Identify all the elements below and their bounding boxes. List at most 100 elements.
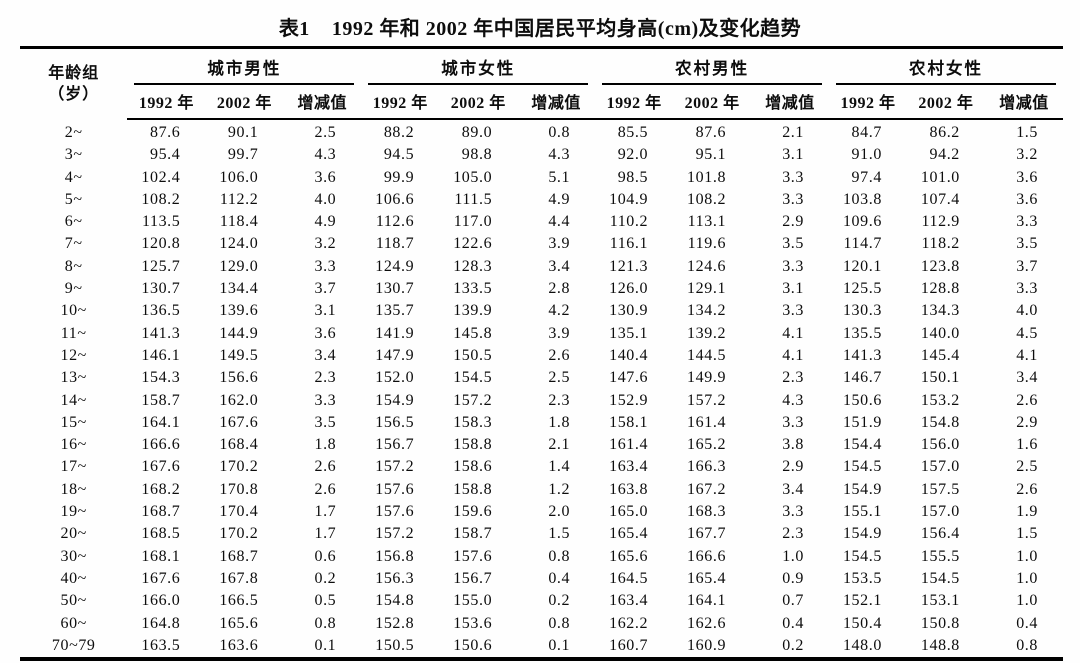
value-cell: 157.2 <box>687 391 727 409</box>
value-cell: 0.4 <box>548 569 571 587</box>
value-cell: 3.1 <box>782 280 804 298</box>
value-cell: 0.1 <box>548 636 571 654</box>
value-cell: 156.3 <box>375 569 415 587</box>
value-cell: 0.8 <box>1016 636 1038 654</box>
value-cell: 3.3 <box>1016 213 1038 231</box>
value-cell: 98.5 <box>617 168 649 186</box>
value-cell: 2.6 <box>314 458 337 476</box>
value-cell: 156.5 <box>375 413 415 431</box>
value-cell: 118.2 <box>921 235 960 253</box>
value-cell: 3.7 <box>314 280 337 298</box>
value-cell: 87.6 <box>695 124 727 141</box>
value-cell: 4.3 <box>548 146 571 164</box>
age-cell: 40~ <box>60 569 87 587</box>
value-cell: 157.6 <box>375 503 415 521</box>
value-cell: 152.1 <box>842 592 882 610</box>
value-cell: 3.6 <box>314 324 337 342</box>
value-cell: 3.4 <box>314 346 337 364</box>
value-cell: 3.1 <box>782 146 804 164</box>
value-cell: 111.5 <box>454 190 493 208</box>
value-cell: 149.9 <box>687 369 727 387</box>
value-cell: 150.8 <box>920 614 960 632</box>
value-cell: 4.3 <box>782 391 804 409</box>
value-cell: 168.1 <box>141 547 181 565</box>
value-cell: 106.0 <box>219 168 259 186</box>
value-cell: 163.6 <box>219 636 259 654</box>
value-cell: 160.9 <box>687 636 727 654</box>
value-cell: 1.0 <box>1016 592 1038 610</box>
table-row: 8~ 125.7 129.0 3.3 124.9 128.3 3.4 121.3 124.6 3.… <box>20 256 1063 278</box>
value-cell: 167.2 <box>687 480 727 498</box>
value-cell: 149.5 <box>219 346 259 364</box>
value-cell: 1.6 <box>1016 436 1038 454</box>
value-cell: 135.7 <box>375 302 415 320</box>
value-cell: 168.7 <box>141 503 181 521</box>
table-row: 7~ 120.8 124.0 3.2 118.7 122.6 3.9 116.1 119.6 3.… <box>20 233 1063 255</box>
value-cell: 154.4 <box>842 436 882 454</box>
value-cell: 155.5 <box>920 547 960 565</box>
value-cell: 3.5 <box>782 235 804 253</box>
table-row: 3~ 95.4 99.7 4.3 94.5 98.8 4.3 92.0 95.1 3.1 91.0 9… <box>20 144 1063 166</box>
value-cell: 152.9 <box>609 391 649 409</box>
value-cell: 122.6 <box>453 235 493 253</box>
table-row: 17~ 167.6 170.2 2.6 157.2 158.6 1.4 163.4 166.3 2… <box>20 456 1063 478</box>
value-cell: 124.0 <box>219 235 259 253</box>
age-cell: 70~79 <box>51 636 96 654</box>
value-cell: 3.8 <box>782 436 804 454</box>
value-cell: 168.3 <box>687 503 727 521</box>
value-cell: 103.8 <box>842 190 882 208</box>
value-cell: 1.8 <box>314 436 337 454</box>
value-cell: 89.0 <box>461 124 493 141</box>
table-row: 20~ 168.5 170.2 1.7 157.2 158.7 1.5 165.4 167.7 2… <box>20 523 1063 545</box>
value-cell: 2.9 <box>782 458 804 476</box>
value-cell: 157.2 <box>375 458 415 476</box>
value-cell: 118.7 <box>375 235 415 253</box>
value-cell: 164.1 <box>687 592 727 610</box>
age-cell: 9~ <box>64 280 83 298</box>
value-cell: 146.7 <box>842 369 882 387</box>
value-cell: 156.8 <box>375 547 415 565</box>
value-cell: 119.6 <box>687 235 727 253</box>
subheader-2002: 2002 年 <box>439 85 518 120</box>
value-cell: 167.6 <box>141 458 181 476</box>
value-cell: 105.0 <box>453 168 493 186</box>
value-cell: 128.3 <box>453 257 493 275</box>
table-row: 5~ 108.2 112.2 4.0 106.6 111.5 4.9 104.9 108.2 3.… <box>20 189 1063 211</box>
value-cell: 146.1 <box>141 346 181 364</box>
value-cell: 94.5 <box>383 146 415 164</box>
group-header-urban-female: 城市女性 <box>361 48 595 85</box>
table-row: 40~ 167.6 167.8 0.2 156.3 156.7 0.4 164.5 165.4 0… <box>20 568 1063 590</box>
value-cell: 165.4 <box>687 569 727 587</box>
value-cell: 152.8 <box>375 614 415 632</box>
value-cell: 141.3 <box>141 324 181 342</box>
value-cell: 133.5 <box>453 280 493 298</box>
value-cell: 4.2 <box>548 302 571 320</box>
value-cell: 0.7 <box>782 592 804 610</box>
table-row: 11~ 141.3 144.9 3.6 141.9 145.8 3.9 135.1 139.2 4… <box>20 323 1063 345</box>
group-header-rural-female: 农村女性 <box>829 48 1063 85</box>
subheader-2002: 2002 年 <box>673 85 752 120</box>
value-cell: 4.1 <box>782 324 804 342</box>
value-cell: 2.5 <box>548 369 571 387</box>
value-cell: 4.9 <box>314 213 337 231</box>
value-cell: 139.2 <box>687 324 727 342</box>
table-row: 70~79 163.5 163.6 0.1 150.5 150.6 0.1 160.7 160.… <box>20 635 1063 659</box>
value-cell: 88.2 <box>383 124 415 141</box>
table-row: 10~ 136.5 139.6 3.1 135.7 139.9 4.2 130.9 134.2 3… <box>20 300 1063 322</box>
value-cell: 4.9 <box>548 190 571 208</box>
value-cell: 130.3 <box>842 302 882 320</box>
value-cell: 162.2 <box>609 614 649 632</box>
value-cell: 0.2 <box>548 592 571 610</box>
value-cell: 145.4 <box>920 346 960 364</box>
value-cell: 0.2 <box>314 569 337 587</box>
value-cell: 2.6 <box>548 346 571 364</box>
subheader-delta: 增减值 <box>517 85 596 120</box>
value-cell: 3.6 <box>1016 168 1038 186</box>
value-cell: 4.0 <box>1016 302 1038 320</box>
value-cell: 4.3 <box>314 146 337 164</box>
subheader-delta: 增减值 <box>751 85 829 120</box>
value-cell: 2.9 <box>1016 413 1038 431</box>
age-cell: 20~ <box>60 525 87 543</box>
table-row: 30~ 168.1 168.7 0.6 156.8 157.6 0.8 165.6 166.6 1… <box>20 546 1063 568</box>
value-cell: 153.5 <box>842 569 882 587</box>
